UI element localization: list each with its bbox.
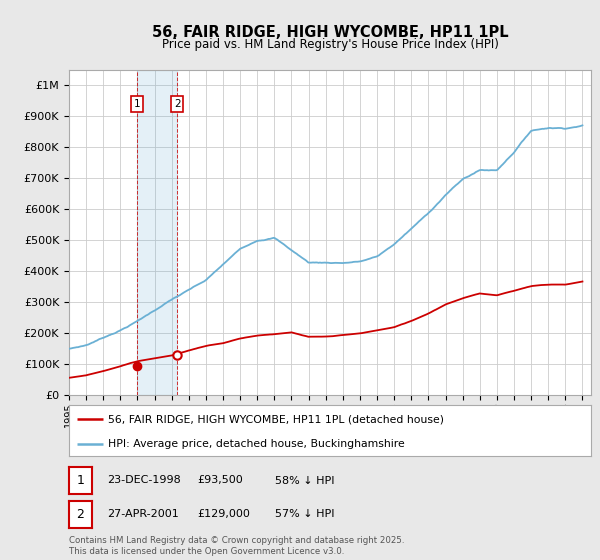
Text: HPI: Average price, detached house, Buckinghamshire: HPI: Average price, detached house, Buck… [108,438,405,449]
Text: 2: 2 [174,99,181,109]
Text: 2: 2 [76,507,85,521]
Text: 56, FAIR RIDGE, HIGH WYCOMBE, HP11 1PL: 56, FAIR RIDGE, HIGH WYCOMBE, HP11 1PL [152,25,508,40]
Text: 57% ↓ HPI: 57% ↓ HPI [275,509,334,519]
Text: 27-APR-2001: 27-APR-2001 [107,509,179,519]
Text: £129,000: £129,000 [197,509,250,519]
Text: 1: 1 [76,474,85,487]
Text: 23-DEC-1998: 23-DEC-1998 [107,475,181,486]
Text: 58% ↓ HPI: 58% ↓ HPI [275,475,334,486]
Text: Price paid vs. HM Land Registry's House Price Index (HPI): Price paid vs. HM Land Registry's House … [161,38,499,50]
Bar [137,70,177,395]
Text: £93,500: £93,500 [197,475,242,486]
Text: Contains HM Land Registry data © Crown copyright and database right 2025.
This d: Contains HM Land Registry data © Crown c… [69,536,404,556]
Text: 56, FAIR RIDGE, HIGH WYCOMBE, HP11 1PL (detached house): 56, FAIR RIDGE, HIGH WYCOMBE, HP11 1PL (… [108,414,444,424]
Text: 1: 1 [134,99,140,109]
